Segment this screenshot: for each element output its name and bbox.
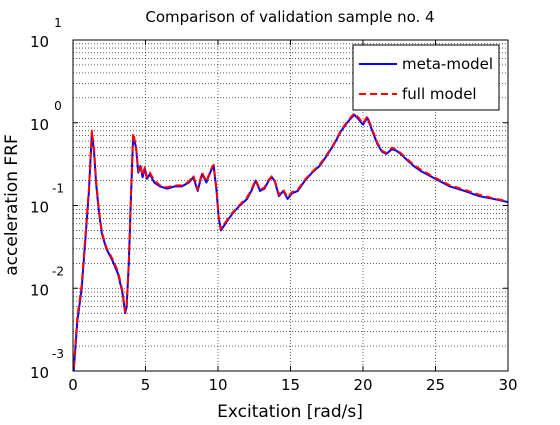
y-tick-label-exponent: 0 — [54, 99, 62, 113]
y-tick-label-exponent: 1 — [54, 16, 62, 30]
y-tick-label-base: 10 — [30, 33, 49, 51]
x-tick-label: 25 — [426, 376, 445, 394]
series-line-full-model — [72, 112, 509, 368]
legend-label-meta-model: meta-model — [402, 55, 493, 73]
legend-box — [352, 44, 500, 111]
x-tick-label: 5 — [141, 376, 151, 394]
legend-label-full-model: full model — [402, 85, 477, 103]
y-tick-label-exponent: -3 — [52, 347, 64, 361]
x-axis-label: Excitation [rad/s] — [217, 402, 363, 420]
y-axis-label: acceleration FRF — [2, 134, 22, 276]
y-tick-label-base: 10 — [30, 364, 49, 382]
y-tick-label-base: 10 — [30, 116, 49, 134]
chart-title: Comparison of validation sample no. 4 — [145, 8, 434, 26]
y-tick-label-base: 10 — [30, 199, 49, 217]
x-tick-label: 20 — [353, 376, 372, 394]
y-tick-label-exponent: -1 — [52, 182, 64, 196]
x-tick-label: 10 — [208, 376, 227, 394]
x-tick-label: 30 — [498, 376, 517, 394]
y-tick-label-exponent: -2 — [52, 264, 64, 278]
series-layer — [72, 112, 509, 372]
x-tick-label: 0 — [68, 376, 78, 394]
y-tick-label-base: 10 — [30, 281, 49, 299]
x-tick-label: 15 — [281, 376, 300, 394]
grid — [73, 40, 508, 371]
legend: meta-model full model — [352, 44, 500, 111]
